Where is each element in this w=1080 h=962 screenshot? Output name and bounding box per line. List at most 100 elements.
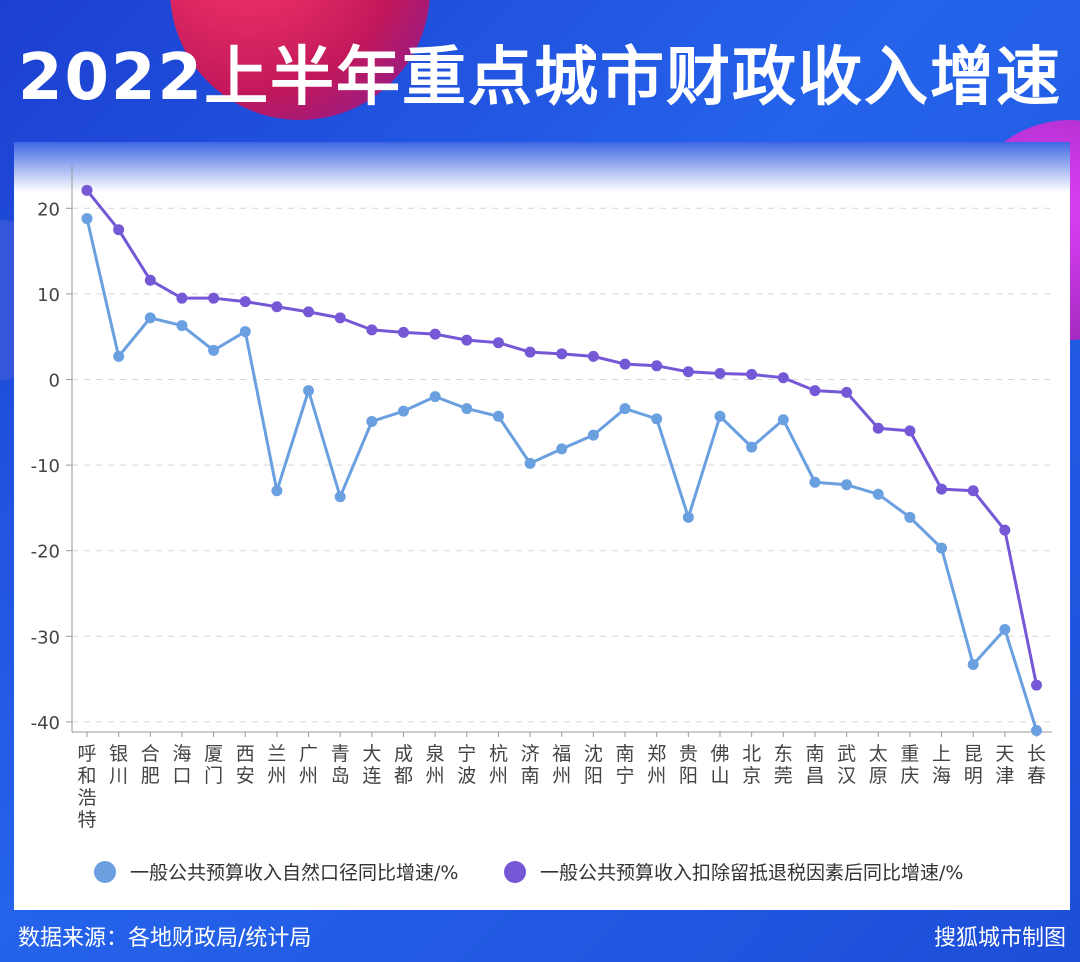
x-tick-label: 上海 <box>932 743 951 787</box>
data-point-s2 <box>366 324 378 336</box>
data-point-s2 <box>841 386 853 398</box>
series-line-2 <box>85 189 1038 686</box>
y-tick-label: -30 <box>31 627 60 648</box>
y-tick-label: 0 <box>49 371 60 392</box>
x-tick-label: 青岛 <box>331 743 350 787</box>
page-title: 2022上半年重点城市财政收入增速 <box>17 41 1063 115</box>
data-point-s1 <box>587 429 599 441</box>
data-point-s2 <box>113 224 125 236</box>
x-tick-label: 西安 <box>236 743 255 787</box>
data-point-s1 <box>809 476 821 488</box>
y-tick-label: 10 <box>37 285 60 306</box>
data-point-s1 <box>746 441 758 453</box>
y-tick-label: -40 <box>31 713 60 734</box>
data-point-s2 <box>904 425 916 437</box>
legend-item-series-1: 一般公共预算收入自然口径同比增速/% <box>94 858 458 885</box>
data-point-s2 <box>1031 679 1042 691</box>
x-tick-label: 东莞 <box>774 743 793 787</box>
data-point-s1 <box>81 213 93 225</box>
data-point-s2 <box>777 372 789 384</box>
data-point-s1 <box>176 320 188 332</box>
x-tick-label: 贵阳 <box>679 743 698 787</box>
legend-marker-1 <box>94 860 116 883</box>
data-point-s2 <box>651 360 663 372</box>
data-point-s1 <box>334 491 346 503</box>
data-point-s1 <box>524 457 536 469</box>
x-tick-label: 武汉 <box>837 743 856 787</box>
data-point-s1 <box>461 403 473 415</box>
x-tick-label: 厦门 <box>204 743 223 787</box>
x-tick-label: 重庆 <box>900 743 919 787</box>
data-point-s2 <box>271 301 283 313</box>
data-point-s2 <box>492 337 504 349</box>
x-tick-label: 海口 <box>172 743 191 787</box>
data-point-s2 <box>81 184 93 196</box>
data-point-s1 <box>208 344 220 356</box>
data-source: 数据来源：各地财政局/统计局 <box>18 926 312 951</box>
y-tick-label: -20 <box>31 542 60 563</box>
data-point-s2 <box>872 422 884 434</box>
x-tick-label: 大连 <box>362 743 381 787</box>
data-point-s1 <box>492 410 504 422</box>
data-point-s1 <box>936 542 948 554</box>
data-point-s1 <box>777 414 789 426</box>
data-point-s1 <box>113 350 125 362</box>
x-tick-label: 银川 <box>109 743 128 787</box>
data-point-s2 <box>239 296 251 308</box>
data-point-s1 <box>904 511 916 523</box>
x-tick-label: 南昌 <box>805 743 824 787</box>
x-tick-label: 合肥 <box>141 743 160 787</box>
chart-panel-fade <box>14 142 1070 192</box>
data-point-s1 <box>303 385 315 397</box>
x-tick-label: 泉州 <box>426 743 445 787</box>
x-tick-label: 呼和浩特 <box>77 743 96 831</box>
x-tick-label: 兰州 <box>267 743 286 787</box>
data-point-s2 <box>999 524 1011 536</box>
chart-panel <box>14 142 1070 910</box>
x-tick-label: 太原 <box>869 743 888 787</box>
credit: 搜狐城市制图 <box>933 926 1066 951</box>
legend-marker-2 <box>504 860 526 883</box>
data-point-s1 <box>366 415 378 427</box>
data-point-s2 <box>682 366 694 378</box>
data-point-s2 <box>208 292 220 304</box>
x-tick-label: 天津 <box>995 743 1014 787</box>
x-tick-label: 长春 <box>1027 743 1046 787</box>
x-tick-label: 济南 <box>521 743 540 787</box>
data-point-s1 <box>398 405 409 417</box>
data-point-s2 <box>429 328 441 340</box>
x-tick-label: 宁波 <box>457 743 476 787</box>
data-point-s2 <box>461 334 473 346</box>
data-point-s1 <box>144 312 156 324</box>
data-point-s2 <box>556 348 568 360</box>
x-tick-label: 成都 <box>394 743 413 787</box>
data-point-s2 <box>587 350 599 362</box>
data-point-s1 <box>872 488 884 500</box>
data-point-s2 <box>809 385 821 397</box>
data-point-s1 <box>841 479 853 491</box>
data-point-s2 <box>303 306 315 318</box>
data-point-s1 <box>967 659 979 671</box>
series-line-1 <box>85 218 1038 731</box>
data-point-s1 <box>556 443 568 455</box>
x-tick-label: 杭州 <box>489 743 508 787</box>
data-point-s1 <box>619 403 631 415</box>
x-tick-label: 昆明 <box>964 743 983 787</box>
y-tick-label: 20 <box>37 199 60 220</box>
x-tick-label: 广州 <box>299 743 318 787</box>
x-tick-label: 郑州 <box>647 743 666 787</box>
data-point-s1 <box>429 391 441 403</box>
data-point-s2 <box>967 485 979 497</box>
data-point-s2 <box>936 483 948 495</box>
data-point-s2 <box>334 312 346 324</box>
data-point-s1 <box>239 326 251 338</box>
x-tick-label: 北京 <box>742 743 761 787</box>
data-point-s2 <box>714 368 726 380</box>
data-point-s1 <box>682 511 694 523</box>
data-point-s2 <box>176 292 188 304</box>
data-point-s1 <box>651 413 663 425</box>
y-tick-label: -10 <box>31 456 60 477</box>
data-point-s2 <box>524 346 536 358</box>
x-tick-label: 福州 <box>552 743 571 787</box>
